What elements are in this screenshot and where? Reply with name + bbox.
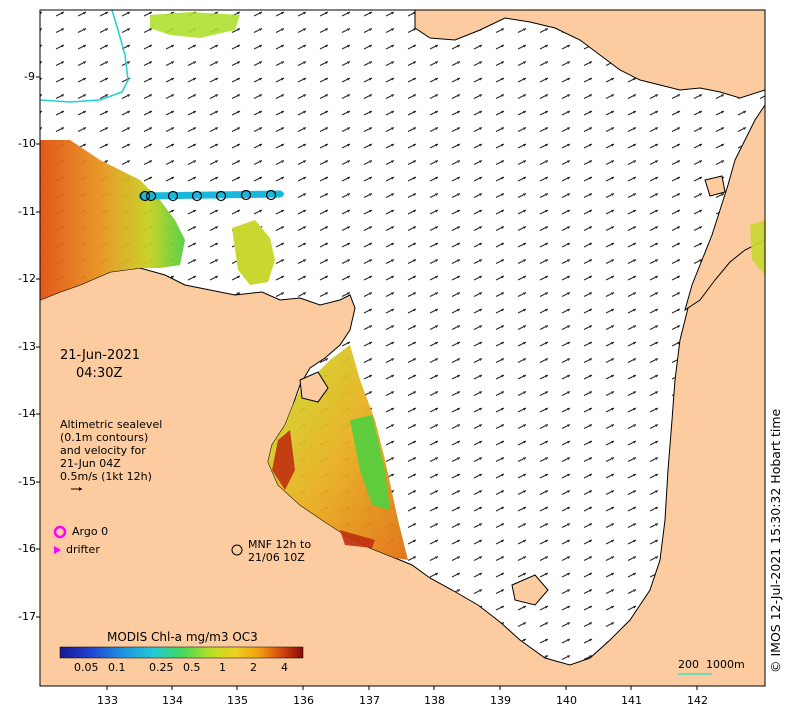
velocity-scale-arrow-icon xyxy=(71,487,82,491)
chl-patch-gulf-red xyxy=(272,430,375,548)
y-tick: -11 xyxy=(18,205,36,218)
y-tick: -17 xyxy=(18,610,36,623)
y-tick: -16 xyxy=(18,542,36,555)
map-frame xyxy=(39,9,766,687)
mnf-line-2: 21/06 10Z xyxy=(248,551,305,564)
y-tick: -13 xyxy=(18,340,36,353)
y-tick: -15 xyxy=(18,475,36,488)
x-tick: 141 xyxy=(621,694,642,707)
colorbar-tick: 2 xyxy=(250,661,257,674)
colorbar-tick: 0.1 xyxy=(108,661,126,674)
y-tick: -9 xyxy=(24,70,35,83)
legend-line-4: 21-Jun 04Z xyxy=(60,457,121,470)
x-tick: 133 xyxy=(97,694,118,707)
argo-marker-icon xyxy=(53,525,67,539)
x-tick: 139 xyxy=(490,694,511,707)
colorbar-tick: 1 xyxy=(219,661,226,674)
x-tick: 135 xyxy=(227,694,248,707)
x-tick: 140 xyxy=(556,694,577,707)
colorbar-tick: 0.5 xyxy=(183,661,201,674)
chl-patch-gulf-green xyxy=(350,415,390,510)
copyright-text: © IMOS 12-Jul-2021 15:30:32 Hobart time xyxy=(768,408,783,673)
legend-line-1: Altimetric sealevel xyxy=(60,418,163,431)
axis-ticks xyxy=(36,76,698,690)
map-time: 04:30Z xyxy=(76,366,123,381)
legend-line-2: (0.1m contours) xyxy=(60,431,149,444)
x-tick: 142 xyxy=(687,694,708,707)
glider-track xyxy=(138,190,284,200)
chl-patch-right xyxy=(750,220,765,275)
x-tick: 138 xyxy=(424,694,445,707)
colorbar-title: MODIS Chl-a mg/m3 OC3 xyxy=(107,630,258,644)
drifter-marker-icon xyxy=(54,546,61,554)
legend-line-3: and velocity for xyxy=(60,444,146,457)
chl-patch-island xyxy=(232,220,275,285)
island-right xyxy=(704,175,726,197)
mnf-marker-icon xyxy=(231,544,243,556)
argo-label: Argo 0 xyxy=(72,525,109,538)
depth-scale-label: 200 1000m xyxy=(678,658,745,671)
y-tick: -10 xyxy=(18,137,36,150)
mnf-line-1: MNF 12h to xyxy=(248,538,312,551)
colorbar-tick: 4 xyxy=(281,661,288,674)
land-new-guinea xyxy=(414,9,766,99)
x-tick: 134 xyxy=(162,694,183,707)
drifter-label: drifter xyxy=(66,543,100,556)
y-tick: -12 xyxy=(18,272,36,285)
island-bottom xyxy=(511,574,549,606)
legend-line-5: 0.5m/s (1kt 12h) xyxy=(60,470,152,483)
island-groote xyxy=(299,371,329,403)
eez-boundary-line xyxy=(39,9,129,103)
colorbar-tick: 0.05 xyxy=(74,661,99,674)
track-markers xyxy=(139,189,277,202)
chl-patch-top xyxy=(150,12,240,38)
y-tick: -14 xyxy=(18,407,36,420)
chl-patch-northwest xyxy=(40,140,185,300)
colorbar-tick: 0.25 xyxy=(149,661,174,674)
colorbar xyxy=(59,646,304,659)
land-cape-york xyxy=(684,103,766,312)
x-tick: 137 xyxy=(359,694,380,707)
map-date: 21-Jun-2021 xyxy=(60,348,141,363)
x-tick: 136 xyxy=(293,694,314,707)
